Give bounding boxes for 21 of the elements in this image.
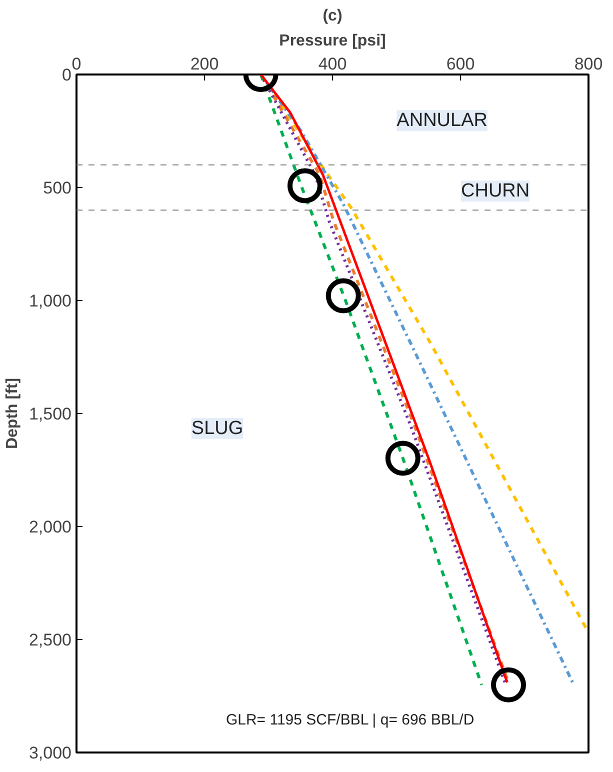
x-tick-label: 600 — [446, 54, 475, 74]
point — [287, 168, 322, 204]
point — [326, 278, 361, 314]
y-tick-label: 2,000 — [28, 518, 72, 536]
y-tick-label: 1,000 — [28, 292, 72, 310]
x-tick-label: 400 — [318, 54, 347, 74]
annotation: SLUG — [191, 418, 244, 439]
y-tick-label: 2,500 — [28, 630, 72, 650]
x-tick-label: 200 — [190, 54, 219, 74]
point — [385, 440, 420, 476]
point — [491, 667, 526, 702]
y-tick-label: 3,000 — [28, 744, 72, 762]
y-tick-label: 1,500 — [28, 404, 72, 424]
annotation: GLR= 1195 SCF/BBL | q= 696 BBL/D — [226, 711, 474, 728]
chart-title: (c) — [322, 8, 342, 24]
x-tick-label: 800 — [574, 54, 603, 74]
annotation: CHURN — [461, 180, 530, 202]
y-tick-label: 500 — [43, 178, 72, 198]
y-axis-title: Depth [ft] — [4, 378, 21, 450]
annotation: ANNULAR — [396, 110, 488, 132]
x-axis-title: Pressure [psi] — [279, 32, 386, 50]
